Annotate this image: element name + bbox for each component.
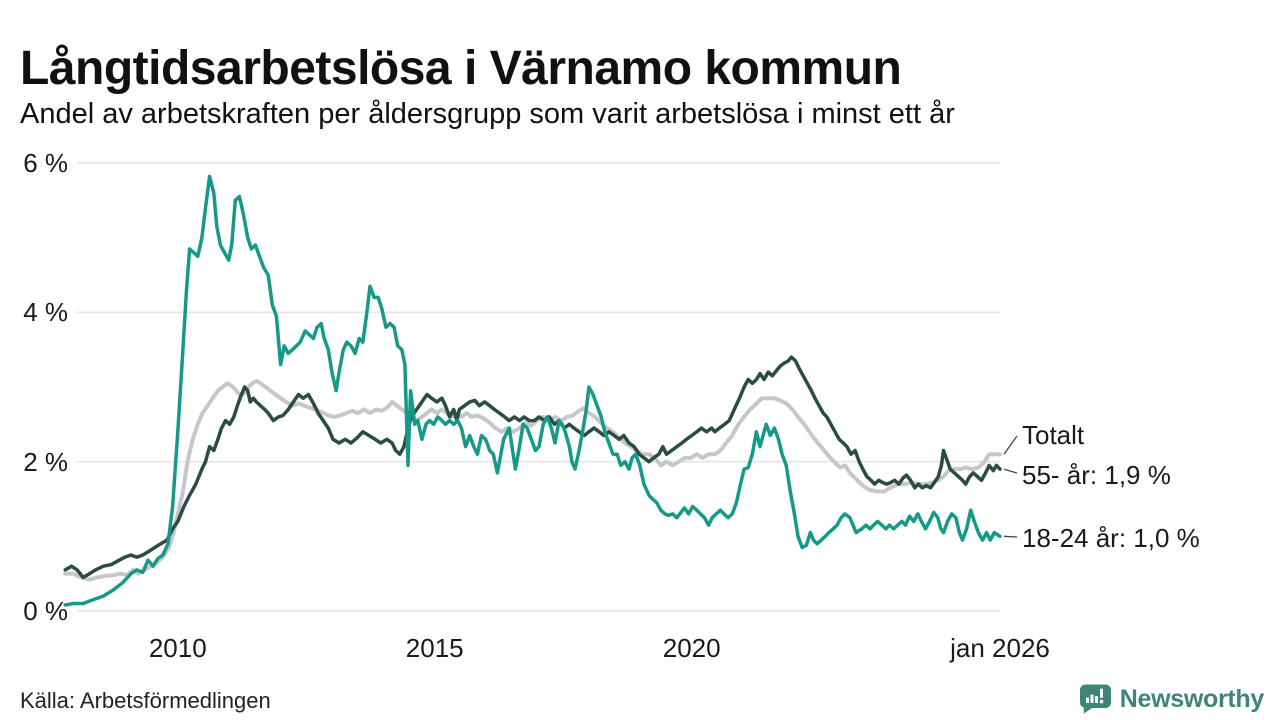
series-label-totalt: Totalt	[1022, 420, 1085, 450]
label-leader-line	[1003, 468, 1018, 474]
series-line-18-24r	[63, 174, 1002, 607]
page-title: Långtidsarbetslösa i Värnamo kommun	[20, 42, 902, 96]
newsworthy-icon	[1079, 684, 1111, 714]
y-tick-label: 2 %	[23, 446, 68, 477]
series-line-Totalt	[63, 379, 1002, 582]
label-leader-line	[1003, 435, 1018, 455]
source-note: Källa: Arbetsförmedlingen	[20, 688, 271, 713]
y-tick-label: 6 %	[23, 148, 68, 178]
label-leader-line	[1003, 535, 1018, 538]
series-label-55plus: 55- år: 1,9 %	[1022, 460, 1171, 490]
x-tick-label: jan 2026	[950, 633, 1050, 663]
y-tick-label: 4 %	[23, 297, 68, 328]
page-subtitle: Andel av arbetskraften per åldersgrupp s…	[20, 98, 955, 130]
x-tick-label: 2015	[405, 633, 464, 663]
series-label-18-24: 18-24 år: 1,0 %	[1022, 523, 1200, 553]
y-tick-label: 0 %	[23, 596, 68, 626]
brand-name: Newsworthy	[1119, 684, 1265, 713]
x-tick-label: 2010	[148, 633, 207, 663]
x-tick-label: 2020	[662, 633, 721, 663]
series-line-55-r	[63, 355, 1002, 580]
brand-logo: Newsworthy	[1079, 682, 1264, 716]
